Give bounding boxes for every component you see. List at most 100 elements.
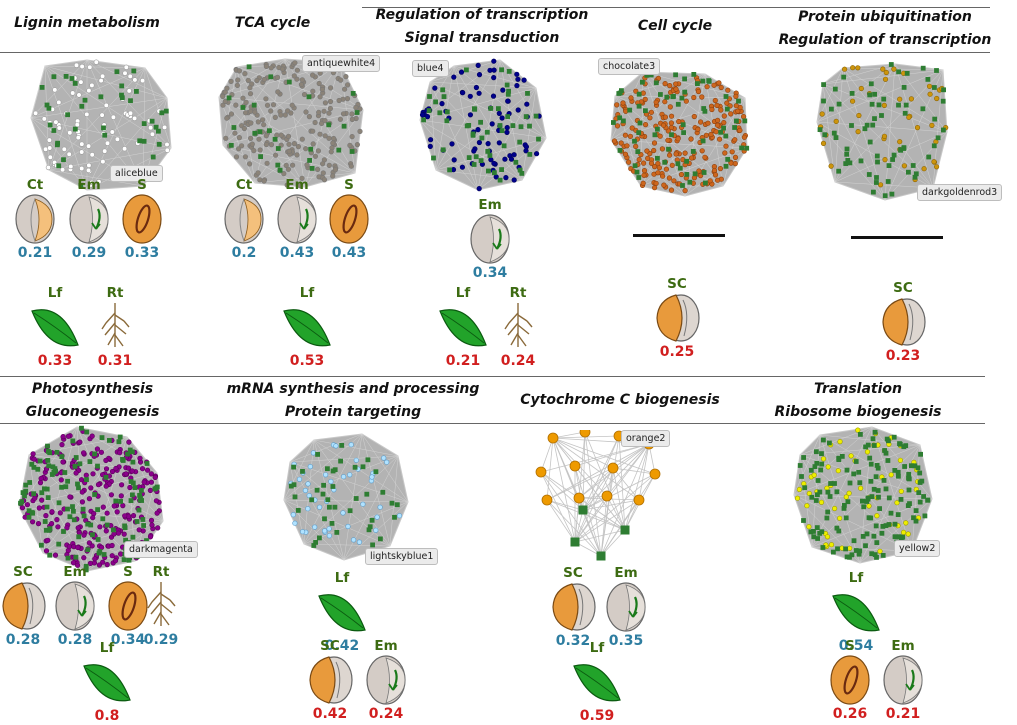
module-node: [294, 67, 300, 73]
hub-node: [121, 557, 127, 562]
hub-node: [327, 504, 332, 510]
root-icon: [147, 582, 176, 626]
hub-node: [163, 108, 169, 114]
hub-node: [83, 566, 89, 572]
hub-node: [868, 81, 874, 87]
module-node: [122, 70, 128, 76]
module-node: [695, 126, 701, 133]
hub-node: [499, 167, 504, 172]
hub-node: [935, 135, 941, 141]
module-node: [129, 468, 135, 474]
hub-node: [44, 102, 50, 108]
module-node: [451, 157, 457, 163]
hub-node: [821, 82, 826, 87]
module-node: [648, 109, 655, 115]
title-mrna-synthesis: mRNA synthesis and processing: [226, 381, 480, 397]
leaf-icon: [31, 309, 79, 347]
seedcoat-icon: [552, 583, 596, 631]
hub-node: [849, 552, 855, 558]
module-color-label: antiquewhite4: [302, 55, 381, 72]
module-node: [104, 510, 110, 516]
hub-node: [130, 492, 135, 498]
module-node: [894, 500, 900, 506]
module-node: [419, 112, 426, 118]
hub-node: [636, 130, 642, 135]
module-node: [476, 186, 482, 192]
module-node: [291, 73, 297, 79]
module-node: [533, 151, 540, 157]
module-node: [327, 98, 334, 105]
module-node: [117, 450, 123, 456]
hub-node: [617, 148, 623, 153]
module-node: [76, 92, 82, 98]
hub-node: [113, 498, 119, 504]
module-node: [476, 72, 483, 78]
module-node: [820, 456, 827, 462]
module-node: [60, 459, 66, 465]
hub-node: [137, 492, 142, 498]
hub-node: [825, 509, 831, 515]
hub-node: [690, 149, 696, 154]
module-node: [651, 185, 658, 191]
hub-node: [366, 527, 372, 533]
hub-node: [117, 434, 123, 440]
hub-node: [478, 158, 484, 163]
module-node: [228, 111, 235, 117]
module-node: [714, 122, 721, 128]
hub-node: [925, 77, 931, 82]
module-node: [310, 128, 316, 134]
hub-node: [702, 108, 708, 114]
hub-node: [721, 125, 726, 131]
hub-node: [92, 451, 97, 457]
module-node: [304, 162, 310, 168]
hub-node: [821, 98, 826, 104]
title-cytochrome-c-biogenesis: Cytochrome C biogenesis: [520, 392, 720, 408]
module-node: [521, 77, 527, 83]
hub-node: [120, 458, 126, 463]
header-rule-row1: [0, 52, 990, 53]
hub-node: [100, 516, 106, 522]
tissue-label: Lf: [99, 640, 115, 656]
module-node: [257, 147, 263, 153]
module-node: [340, 111, 347, 117]
module-node: [322, 100, 328, 106]
module-node: [327, 85, 334, 91]
module-node: [725, 87, 731, 93]
module-node: [121, 146, 128, 152]
hub-node: [875, 488, 881, 493]
hub-node: [128, 498, 134, 503]
hub-node: [47, 552, 53, 558]
module-node: [322, 133, 328, 139]
module-node: [263, 141, 270, 148]
hub-node: [864, 499, 870, 504]
hub-node: [870, 122, 876, 128]
module-node: [251, 147, 257, 154]
module-node: [373, 527, 379, 533]
hub-node: [140, 517, 146, 522]
hub-node: [636, 91, 642, 97]
module-node: [499, 115, 505, 121]
module-node: [496, 110, 502, 117]
module-node: [384, 459, 390, 465]
hub-node: [880, 524, 886, 529]
hub-node: [325, 466, 330, 472]
hub-node: [119, 95, 125, 101]
hub-node: [440, 87, 446, 93]
module-node: [347, 472, 353, 478]
hub-node: [139, 488, 144, 493]
tissue-seedcoat: SC 0.23: [876, 280, 930, 365]
hub-node: [744, 145, 750, 151]
correlation-value: 0.43: [331, 245, 367, 261]
hub-node: [869, 494, 875, 499]
hub-node: [314, 487, 320, 493]
module-node: [491, 160, 497, 166]
module-node: [45, 537, 51, 543]
correlation-value: 0.28: [5, 632, 41, 648]
module-node: [148, 517, 155, 523]
module-node: [103, 466, 110, 472]
module-node: [668, 187, 675, 193]
hub-node: [83, 563, 89, 569]
module-node: [356, 539, 362, 545]
hub-node: [101, 125, 106, 131]
hub-node: [42, 519, 48, 524]
